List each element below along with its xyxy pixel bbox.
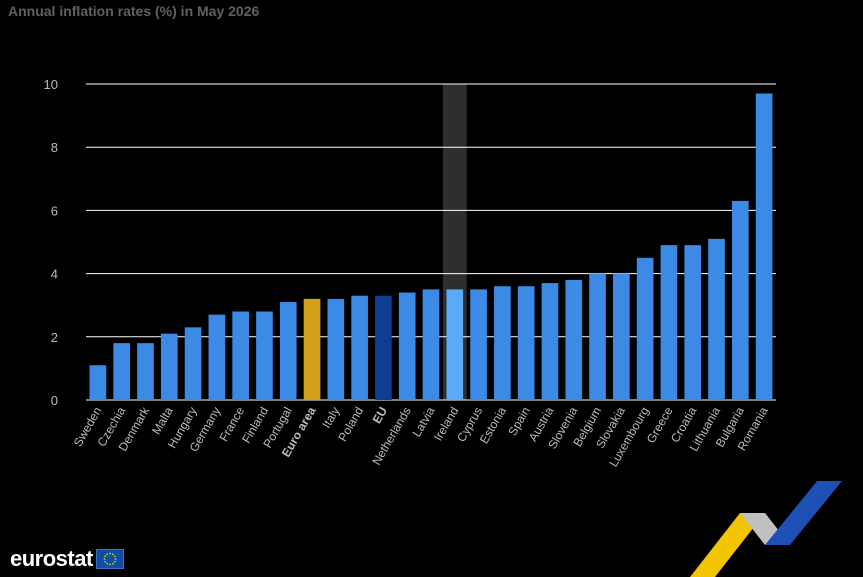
bar[interactable] bbox=[351, 295, 368, 400]
bar[interactable] bbox=[375, 295, 392, 400]
bar[interactable] bbox=[517, 286, 535, 400]
flag-star bbox=[106, 553, 108, 556]
eu-flag-icon bbox=[95, 549, 124, 569]
chart-title: Annual inflation rates (%) in May 2026 bbox=[8, 3, 260, 19]
bar-layer bbox=[89, 93, 773, 400]
bar[interactable] bbox=[684, 245, 702, 400]
bar[interactable] bbox=[755, 93, 773, 400]
decorative-arrow bbox=[690, 481, 842, 577]
flag-star bbox=[108, 552, 111, 555]
bar[interactable] bbox=[613, 273, 630, 400]
bar[interactable] bbox=[208, 314, 226, 400]
bar[interactable] bbox=[589, 273, 606, 400]
bar[interactable] bbox=[232, 311, 249, 400]
bar[interactable] bbox=[708, 238, 725, 400]
bar[interactable] bbox=[89, 365, 107, 400]
label-layer: 0246810SwedenCzechiaDenmarkMaltaHungaryG… bbox=[44, 77, 771, 469]
bar[interactable] bbox=[660, 245, 678, 400]
flag-star bbox=[113, 560, 116, 563]
y-tick-label: 6 bbox=[51, 203, 58, 218]
bar[interactable] bbox=[184, 327, 202, 400]
flag-star bbox=[111, 562, 114, 565]
x-tick-label: EU bbox=[370, 405, 390, 426]
bar[interactable] bbox=[279, 302, 297, 400]
bar[interactable] bbox=[303, 298, 321, 400]
bar[interactable] bbox=[636, 257, 654, 400]
bar[interactable] bbox=[160, 333, 178, 400]
bar[interactable] bbox=[565, 279, 583, 400]
y-tick-label: 2 bbox=[51, 330, 58, 345]
flag-star bbox=[111, 553, 114, 556]
bar[interactable] bbox=[113, 343, 131, 400]
flag-star bbox=[108, 563, 111, 566]
y-tick-label: 10 bbox=[44, 77, 58, 92]
flag-star bbox=[103, 558, 106, 560]
bar[interactable] bbox=[494, 286, 511, 400]
bar[interactable] bbox=[327, 298, 345, 400]
y-tick-label: 8 bbox=[51, 140, 58, 155]
logo-text: eurostat bbox=[10, 546, 93, 571]
y-tick-label: 0 bbox=[51, 393, 58, 408]
flag-star bbox=[114, 558, 117, 560]
eurostat-logo: eurostat bbox=[10, 545, 124, 573]
flag-star bbox=[104, 560, 106, 563]
bar[interactable] bbox=[731, 200, 749, 400]
bar[interactable] bbox=[541, 283, 559, 400]
x-tick-label: Italy bbox=[319, 405, 342, 431]
bar[interactable] bbox=[137, 343, 154, 400]
flag-star bbox=[104, 555, 106, 558]
flag-star bbox=[113, 555, 116, 558]
bar[interactable] bbox=[470, 289, 487, 400]
bar[interactable] bbox=[256, 311, 273, 400]
y-tick-label: 4 bbox=[51, 267, 58, 282]
bar[interactable] bbox=[422, 289, 440, 400]
bar[interactable] bbox=[398, 292, 416, 400]
flag-star bbox=[106, 562, 108, 565]
bar[interactable] bbox=[446, 289, 464, 400]
